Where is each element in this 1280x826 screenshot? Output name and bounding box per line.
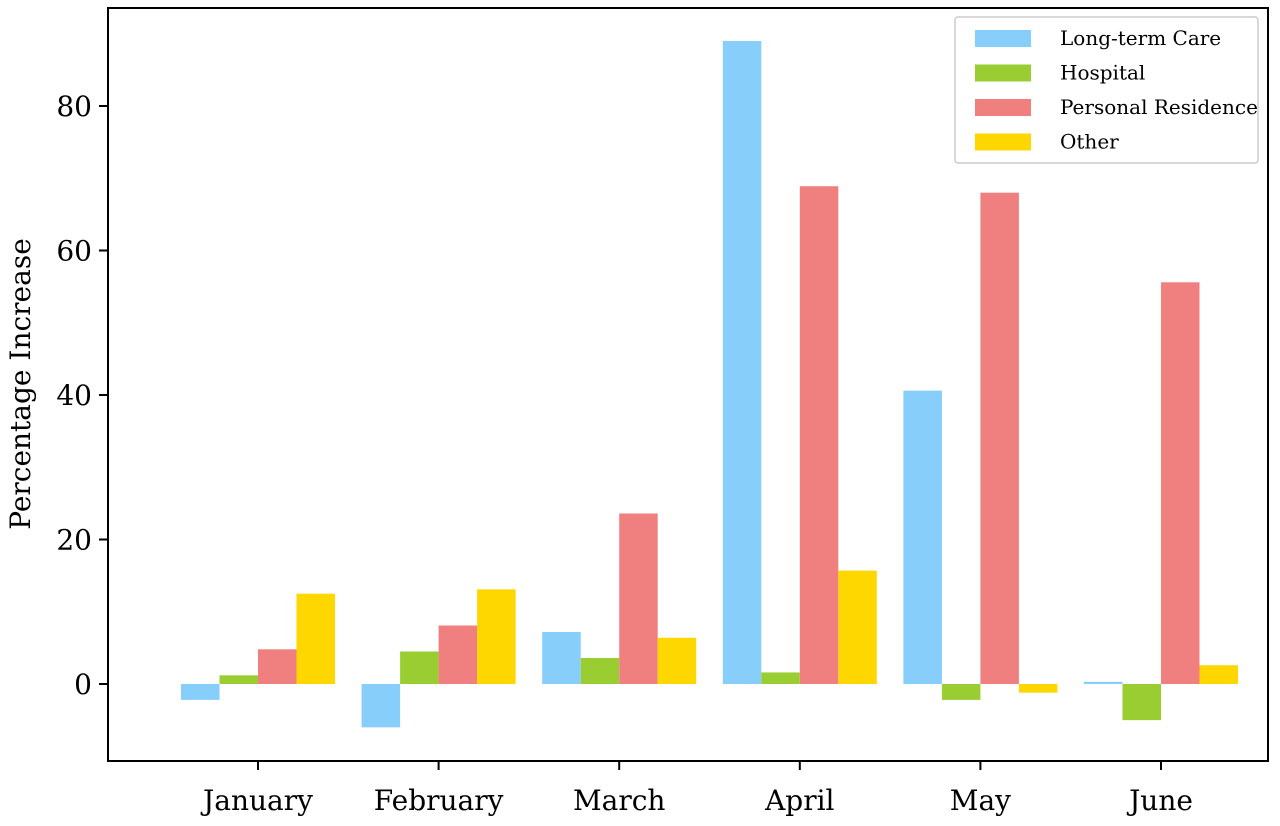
legend: Long-term Care Hospital Personal Residence… [954, 16, 1259, 164]
legend-label: Personal Residence [1060, 95, 1258, 119]
y-tick-label: 80 [56, 90, 92, 123]
bar-other-january [296, 593, 335, 684]
bar-long-term-care-june [1084, 681, 1123, 684]
bar-other-may [1018, 684, 1058, 693]
y-tick-label: 20 [56, 524, 92, 557]
bar-other-june [1199, 665, 1238, 684]
bar-long-term-care-may [903, 390, 942, 684]
bar-long-term-care-march [542, 631, 581, 684]
bar-long-term-care-february [361, 684, 401, 728]
y-axis-label: Percentage Increase [4, 238, 37, 530]
x-tick-label: June [1126, 784, 1193, 817]
bars-group [181, 40, 1238, 728]
y-tick-label: 60 [56, 235, 92, 268]
x-tick-label: January [200, 784, 313, 817]
bar-personal-residence-april [799, 186, 839, 684]
bar-hospital-january [219, 675, 258, 684]
bar-long-term-care-january [181, 684, 220, 700]
legend-swatch [975, 133, 1031, 151]
x-tick-label: May [950, 784, 1011, 817]
bar-hospital-february [400, 651, 439, 684]
y-tick-label: 40 [56, 379, 92, 412]
legend-label: Other [1060, 130, 1119, 154]
legend-swatch [975, 99, 1031, 116]
bar-other-february [477, 589, 516, 684]
x-tick-label: March [573, 784, 665, 817]
y-tick-label: 0 [74, 668, 92, 701]
legend-label: Hospital [1060, 61, 1145, 85]
x-axis: January February March April May June [200, 761, 1193, 817]
bar-hospital-may [941, 684, 981, 700]
y-axis: 0 20 40 60 80 [56, 90, 108, 701]
bar-long-term-care-april [722, 40, 762, 685]
bar-other-april [838, 570, 877, 684]
legend-label: Long-term Care [1060, 26, 1221, 50]
bar-personal-residence-march [619, 513, 658, 684]
bar-hospital-june [1122, 684, 1161, 721]
legend-swatch [975, 64, 1031, 82]
bar-hospital-april [761, 672, 800, 684]
bar-hospital-march [580, 657, 620, 684]
bar-personal-residence-january [258, 649, 297, 684]
x-tick-label: February [374, 784, 504, 817]
legend-swatch [975, 30, 1031, 47]
bar-other-march [657, 637, 697, 684]
x-tick-label: April [764, 784, 834, 817]
bar-personal-residence-february [438, 625, 478, 684]
legend-box [954, 16, 1259, 164]
bar-personal-residence-may [980, 192, 1019, 684]
plot-frame [107, 7, 1269, 762]
bar-personal-residence-june [1161, 282, 1200, 684]
